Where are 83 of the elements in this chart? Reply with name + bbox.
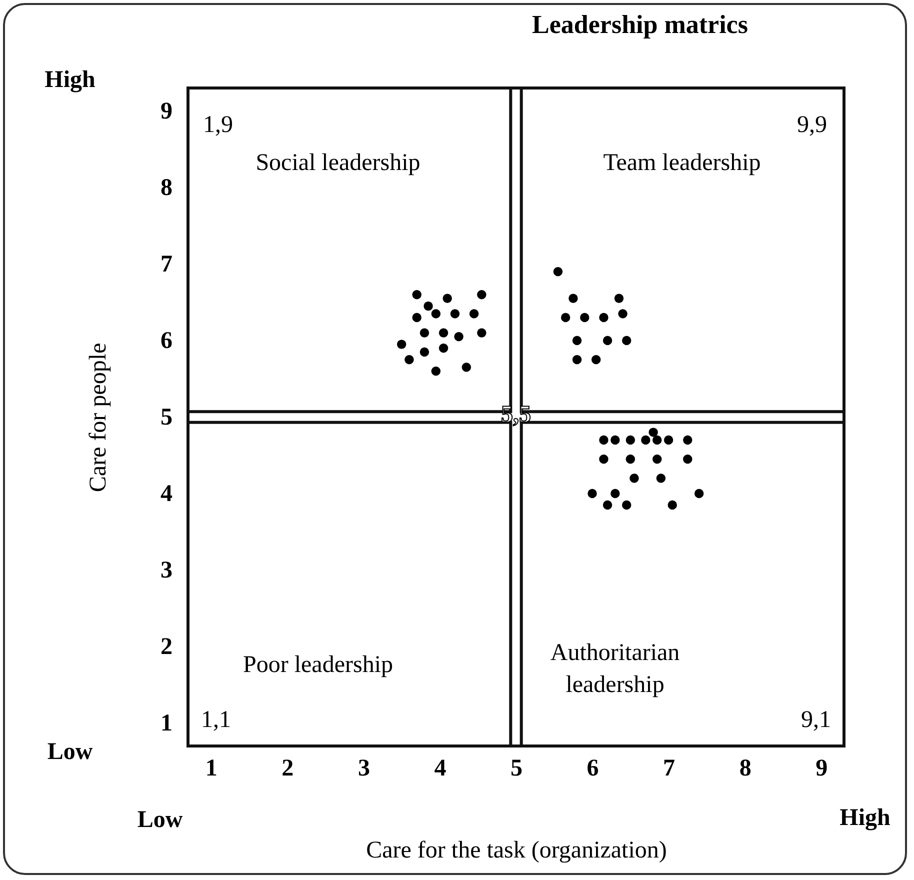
- point: [591, 355, 601, 364]
- point: [656, 474, 666, 483]
- point: [420, 328, 430, 338]
- chart-title: Leadership matrics: [532, 10, 748, 39]
- point: [424, 301, 433, 311]
- point: [553, 267, 563, 276]
- point: [431, 309, 441, 318]
- point: [622, 500, 632, 510]
- x-axis-title: Care for the task (organization): [366, 838, 667, 864]
- point: [599, 435, 608, 445]
- point: [652, 454, 662, 464]
- point: [622, 336, 632, 346]
- point: [396, 340, 406, 349]
- annotation: Team leadership: [603, 150, 761, 176]
- annotation: Poor leadership: [243, 652, 393, 678]
- y-tick-label: 4: [160, 481, 172, 508]
- point: [572, 355, 582, 364]
- point: [610, 488, 620, 498]
- x-tick-label: 1: [205, 756, 218, 782]
- x-tick-label: 6: [586, 756, 599, 782]
- text: Low: [137, 807, 184, 833]
- x-tick-label: 9: [816, 756, 828, 782]
- y-tick-label: 5: [160, 404, 172, 430]
- point: [477, 290, 486, 300]
- x-tick-label: 3: [358, 756, 370, 782]
- annotation: 1,9: [203, 112, 233, 138]
- y-tick-label: 2: [160, 634, 172, 660]
- y-axis-title: Care for people: [86, 342, 112, 492]
- y-tick-label: 9: [160, 98, 172, 124]
- annotation: 9,9: [797, 112, 827, 138]
- annotation: 1,1: [201, 707, 231, 733]
- point: [610, 435, 620, 445]
- text: High: [44, 67, 96, 93]
- point: [668, 500, 677, 510]
- point: [431, 366, 441, 376]
- point: [477, 328, 486, 338]
- point: [618, 309, 628, 318]
- point: [683, 435, 692, 445]
- point: [664, 435, 674, 445]
- point: [454, 332, 464, 342]
- x-tick-label: 5: [510, 756, 522, 782]
- point: [602, 500, 612, 510]
- annotation: 9,1: [801, 707, 831, 733]
- point: [438, 328, 448, 338]
- text: Low: [47, 739, 94, 765]
- point: [572, 336, 582, 346]
- x-tick-label: 4: [434, 756, 446, 782]
- y-tick-label: 6: [160, 328, 172, 354]
- annotation: Authoritarian leadership: [550, 640, 680, 698]
- point: [602, 336, 612, 346]
- x-tick-label: 8: [739, 756, 752, 782]
- y-tick-label: 8: [160, 174, 172, 201]
- point: [641, 435, 650, 445]
- point: [469, 309, 479, 318]
- point: [462, 362, 472, 372]
- point: [648, 428, 658, 437]
- point: [599, 454, 608, 464]
- point: [438, 344, 448, 353]
- point: [404, 355, 414, 364]
- point: [599, 312, 608, 322]
- point: [588, 488, 597, 498]
- point: [630, 474, 639, 483]
- x-tick-label: 2: [282, 756, 294, 782]
- point: [442, 294, 452, 304]
- y-tick-label: 7: [160, 251, 172, 278]
- point: [420, 347, 430, 357]
- point: [652, 435, 662, 445]
- point: [626, 435, 636, 445]
- annotation: Social leadership: [256, 150, 420, 176]
- point: [412, 290, 422, 300]
- point: [614, 294, 624, 304]
- point: [694, 488, 704, 498]
- x-tick-label: 7: [663, 756, 676, 782]
- point: [412, 312, 422, 322]
- point: [626, 454, 636, 464]
- point: [568, 294, 578, 304]
- point: [683, 454, 692, 464]
- y-tick-label: 1: [160, 710, 172, 737]
- y-tick-label: 3: [160, 558, 172, 584]
- text: High: [840, 805, 890, 831]
- point: [580, 312, 590, 322]
- point: [450, 309, 460, 318]
- point: [560, 312, 570, 322]
